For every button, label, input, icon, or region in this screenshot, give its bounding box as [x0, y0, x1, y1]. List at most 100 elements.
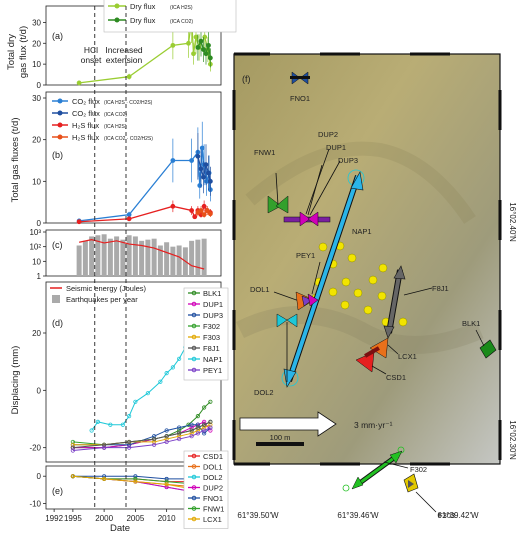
- panel-b-plot: 0 10 20 30: [32, 94, 213, 228]
- station-nap-pey-dol1: NAP1 PEY1 DOL1 DOL2: [250, 227, 372, 397]
- legend-label-dol1: DOL1: [203, 463, 223, 472]
- data-point: [95, 419, 100, 424]
- label-dup1: DUP1: [326, 143, 346, 152]
- quake-bar: [157, 245, 163, 276]
- legend-dry-co2-sub: (ICA CO2): [170, 19, 193, 25]
- data-point: [164, 482, 169, 487]
- label-f8j1: F8J1: [432, 284, 449, 293]
- data-point: [177, 431, 182, 436]
- data-point: [152, 434, 157, 439]
- y-tick-label: 0: [37, 219, 42, 228]
- data-point: [202, 425, 207, 430]
- data-point: [102, 445, 107, 450]
- data-point: [177, 428, 182, 433]
- station-f8j1: F8J1: [383, 265, 449, 339]
- data-point: [133, 476, 138, 481]
- y-tick-label: -10: [29, 500, 41, 509]
- label-f302: F302: [410, 465, 427, 474]
- quake-bar: [107, 238, 113, 276]
- data-point: [195, 422, 200, 427]
- legend-marker: [191, 312, 197, 318]
- quake-bar: [201, 238, 207, 276]
- legend-box: [183, 450, 229, 529]
- quake-bar: [114, 236, 120, 276]
- y-tick-label: 10²: [29, 243, 41, 252]
- data-point: [127, 414, 132, 419]
- y-tick-label: 20: [32, 136, 41, 145]
- y-tick-label: 0: [37, 386, 42, 395]
- y-tick-label: 10: [32, 60, 41, 69]
- station-f302: F302: [342, 446, 427, 492]
- panel-b-legend: CO₂ flux (ICA H2S · CO2/H2S) CO₂ flux (I…: [52, 97, 153, 142]
- seismic-energy-line: [79, 239, 205, 270]
- data-point: [102, 442, 107, 447]
- x-tick-label: 1995: [64, 514, 82, 523]
- panel-a-ylabel-1: Total dry: [6, 34, 17, 70]
- annotation-increased: Increased: [105, 45, 143, 55]
- legend-label-dol2: DOL2: [203, 473, 223, 482]
- legend-co2-2: CO₂ flux: [72, 109, 100, 118]
- data-point: [208, 419, 213, 424]
- station-lcx1-csd1: LCX1 CSD1: [355, 337, 417, 382]
- lat-tick-bottom: 16°02.30'N: [508, 420, 517, 460]
- label-blk1: BLK1: [462, 319, 480, 328]
- data-point: [189, 431, 194, 436]
- quake-bar: [176, 245, 182, 276]
- data-point: [164, 428, 169, 433]
- lon-tick-1: 61°39.50'W: [237, 511, 279, 520]
- legend-marker: [191, 334, 197, 340]
- y-tick-label: 30: [32, 18, 41, 27]
- y-tick-label: 20: [32, 39, 41, 48]
- data-point: [133, 474, 138, 479]
- legend-box: [183, 287, 229, 381]
- data-point: [202, 422, 207, 427]
- legend-label-dup3: DUP3: [203, 311, 223, 320]
- data-point: [133, 479, 138, 484]
- scale-label: 100 m: [270, 433, 291, 442]
- data-point: [127, 445, 132, 450]
- map-background: [234, 54, 500, 464]
- data-point: [177, 356, 182, 361]
- label-fno1: FNO1: [290, 94, 310, 103]
- y-tick-label: -20: [29, 444, 41, 453]
- series-line-pey1-7: [72, 427, 211, 452]
- data-point: [164, 476, 169, 481]
- data-point: [208, 422, 213, 427]
- quake-bar: [82, 240, 88, 276]
- data-point: [102, 476, 107, 481]
- legend-marker: [191, 474, 197, 480]
- panel-c-label: (c): [52, 240, 63, 250]
- panel-e-label: (e): [52, 486, 63, 496]
- data-point: [108, 422, 113, 427]
- panel-b-ylabel: Total gas fluxes (t/d): [10, 117, 21, 202]
- station-f303: F303: [403, 473, 455, 520]
- legend-label-fnw1: FNW1: [203, 505, 224, 514]
- velocity-label: 3 mm·yr⁻¹: [354, 420, 393, 430]
- legend-seismic-energy: Seismic energy (Joules): [66, 284, 147, 293]
- data-point: [70, 474, 75, 479]
- panel-a-label: (a): [52, 31, 63, 41]
- station-dup-cluster: FNW1 DUP2 DUP1 DUP3: [254, 130, 358, 227]
- label-dup3: DUP3: [338, 156, 358, 165]
- data-point: [208, 425, 213, 430]
- label-csd1: CSD1: [386, 373, 406, 382]
- legend-dry-h2s: Dry flux: [130, 2, 156, 11]
- legend-label-blk1: BLK1: [203, 289, 221, 298]
- panel-a-ylabel-2: gas flux (t/d): [18, 26, 29, 78]
- y-tick-label: 1: [37, 272, 42, 281]
- data-point: [164, 436, 169, 442]
- legend-h2s-2-sub: (ICA CO2 · CO2/H2S): [104, 136, 153, 142]
- data-point: [177, 425, 182, 430]
- legend-co2-2-sub: (ICA CO2): [104, 112, 127, 118]
- data-point: [195, 414, 200, 419]
- yellow-sites: [311, 241, 408, 327]
- panel-e: 0-10199219952000200520102015 (e) CSD1DOL…: [29, 450, 229, 534]
- legend-label-nap1: NAP1: [203, 355, 223, 364]
- x-axis-label: Date: [110, 523, 130, 534]
- data-point: [70, 439, 75, 445]
- legend-label-dup2: DUP2: [203, 484, 223, 493]
- data-point: [164, 439, 169, 445]
- map-label: (f): [242, 74, 251, 84]
